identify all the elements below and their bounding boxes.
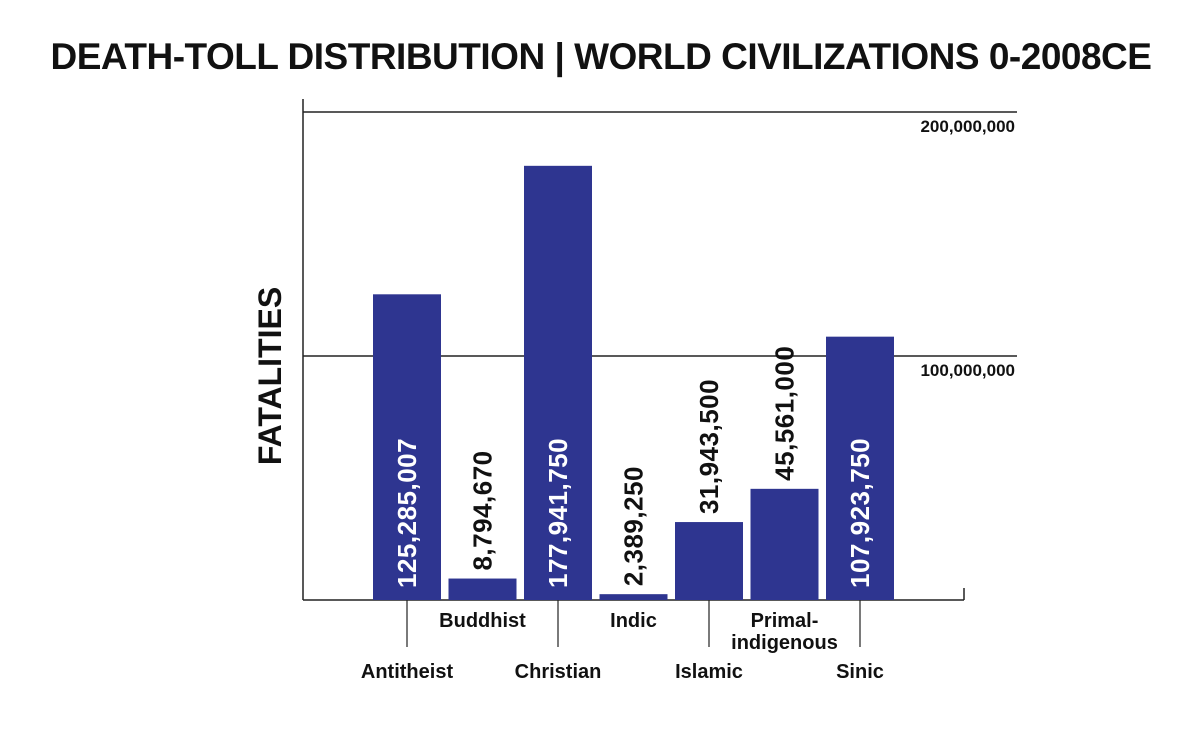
- bar-primal-indigenous: [750, 488, 819, 600]
- bar-antitheist: [373, 294, 441, 600]
- value-label: 31,943,500: [694, 379, 724, 514]
- category-label: Indic: [610, 610, 657, 632]
- bars: [373, 165, 894, 600]
- value-labels: 125,285,007 8,794,670 177,941,750 2,389,250…: [392, 346, 875, 588]
- value-label: 45,561,000: [770, 346, 800, 481]
- y-tick-label: 200,000,000: [920, 117, 1015, 136]
- bar-sinic: [826, 336, 894, 600]
- value-label: 2,389,250: [619, 466, 649, 586]
- category-label: Antitheist: [361, 661, 454, 683]
- category-label: Primal-indigenous: [731, 610, 838, 654]
- category-label: Sinic: [836, 661, 884, 683]
- category-label: Islamic: [675, 661, 743, 683]
- bar-christian: [524, 165, 592, 600]
- value-label: 125,285,007: [392, 438, 422, 588]
- category-labels: Antitheist Buddhist Christian Indic Islamic P…: [361, 600, 884, 683]
- value-label: 107,923,750: [845, 438, 875, 588]
- y-axis-label: FATALITIES: [252, 287, 288, 465]
- y-tick-label: 100,000,000: [920, 361, 1015, 380]
- category-label: Christian: [515, 661, 602, 683]
- bar-islamic: [675, 522, 743, 600]
- chart-title: DEATH-TOLL DISTRIBUTION | WORLD CIVILIZA…: [50, 36, 1152, 77]
- value-label: 8,794,670: [468, 450, 498, 570]
- category-label: Buddhist: [439, 610, 526, 632]
- bar-indic: [599, 594, 668, 600]
- value-label: 177,941,750: [543, 438, 573, 588]
- bar-buddhist: [448, 578, 517, 600]
